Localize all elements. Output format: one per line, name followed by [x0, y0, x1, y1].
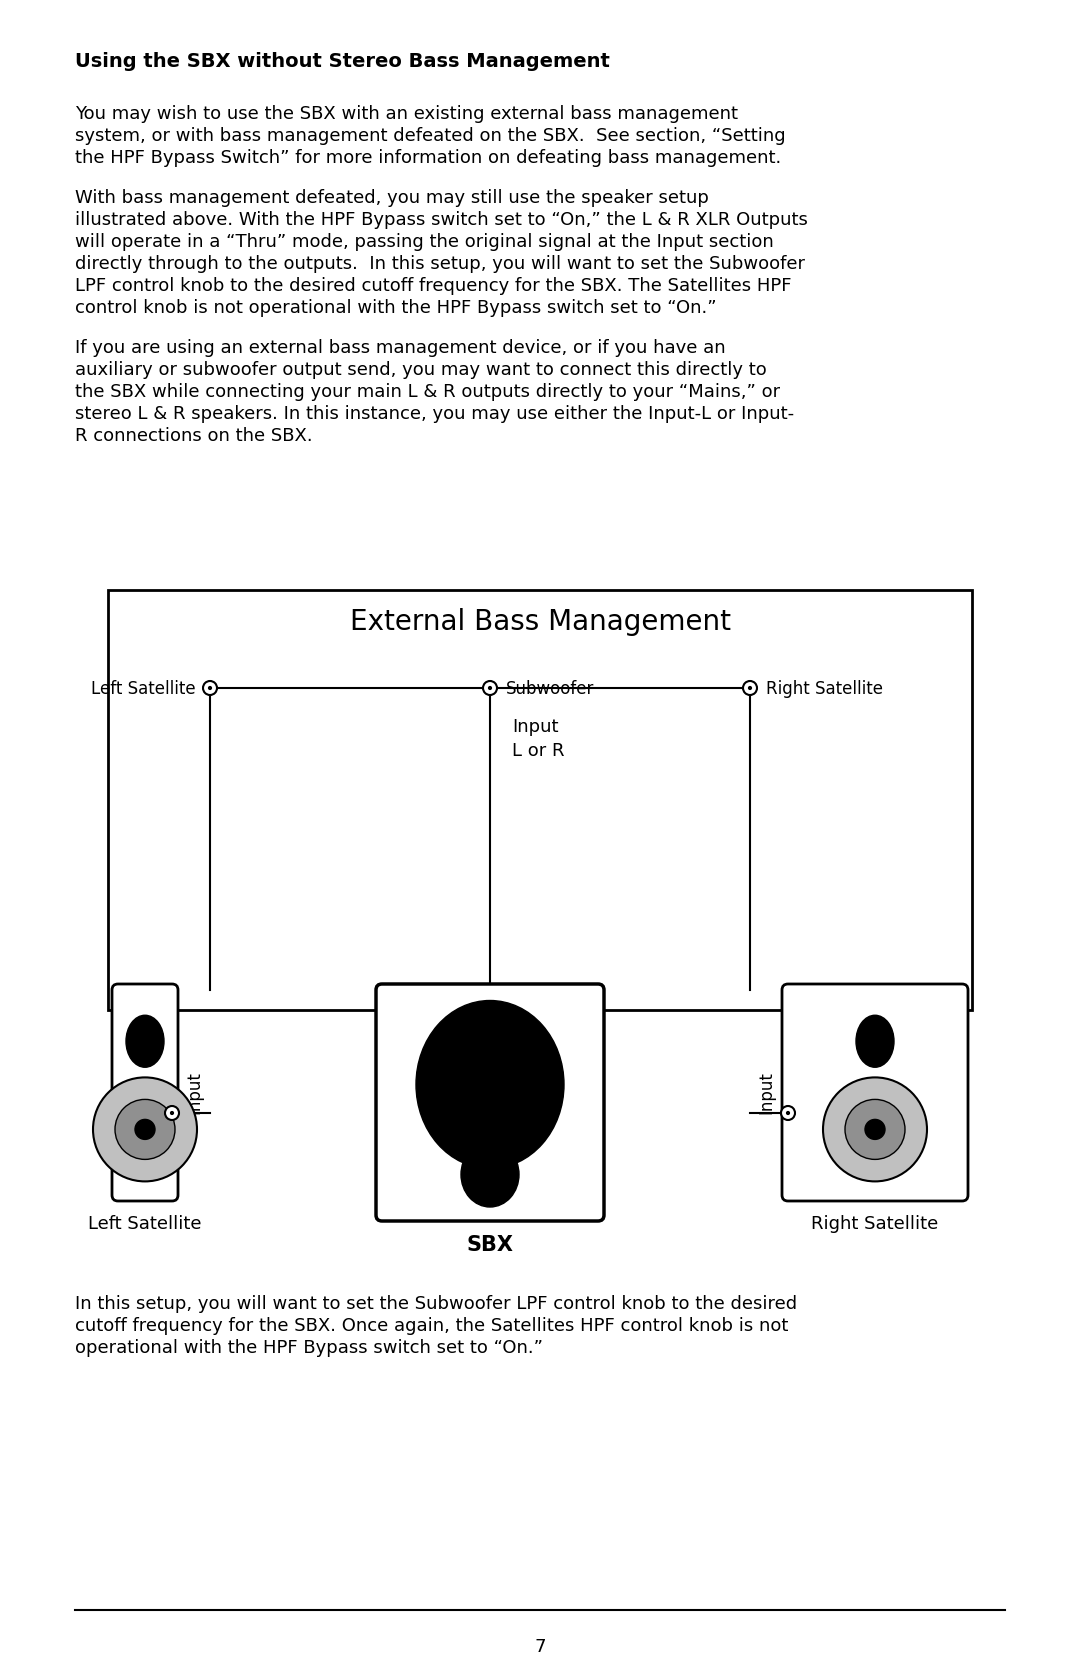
Circle shape — [114, 1100, 175, 1160]
Text: stereo L & R speakers. In this instance, you may use either the Input-L or Input: stereo L & R speakers. In this instance,… — [75, 406, 794, 422]
Text: With bass management defeated, you may still use the speaker setup: With bass management defeated, you may s… — [75, 189, 708, 207]
FancyBboxPatch shape — [376, 985, 604, 1222]
Text: External Bass Management: External Bass Management — [350, 608, 730, 636]
Text: system, or with bass management defeated on the SBX.  See section, “Setting: system, or with bass management defeated… — [75, 127, 785, 145]
Circle shape — [488, 686, 492, 689]
Circle shape — [135, 1120, 156, 1140]
Text: Left Satellite: Left Satellite — [92, 679, 195, 698]
Text: LPF control knob to the desired cutoff frequency for the SBX. The Satellites HPF: LPF control knob to the desired cutoff f… — [75, 277, 792, 295]
Text: Right Satellite: Right Satellite — [811, 1215, 939, 1233]
Text: Right Satellite: Right Satellite — [766, 679, 883, 698]
Circle shape — [483, 681, 497, 694]
Ellipse shape — [461, 1142, 519, 1207]
Bar — [108, 591, 972, 1010]
Text: operational with the HPF Bypass switch set to “On.”: operational with the HPF Bypass switch s… — [75, 1339, 543, 1357]
Circle shape — [823, 1078, 927, 1182]
FancyBboxPatch shape — [112, 985, 178, 1202]
Text: auxiliary or subwoofer output send, you may want to connect this directly to: auxiliary or subwoofer output send, you … — [75, 361, 767, 379]
Circle shape — [93, 1078, 197, 1182]
Ellipse shape — [416, 1000, 564, 1168]
Text: will operate in a “Thru” mode, passing the original signal at the Input section: will operate in a “Thru” mode, passing t… — [75, 234, 773, 250]
FancyBboxPatch shape — [782, 985, 968, 1202]
Text: R connections on the SBX.: R connections on the SBX. — [75, 427, 312, 446]
Circle shape — [865, 1120, 885, 1140]
Text: Input: Input — [185, 1071, 203, 1113]
Text: control knob is not operational with the HPF Bypass switch set to “On.”: control knob is not operational with the… — [75, 299, 717, 317]
Circle shape — [165, 1107, 179, 1120]
Ellipse shape — [126, 1015, 164, 1066]
Text: 7: 7 — [535, 1637, 545, 1656]
Circle shape — [781, 1107, 795, 1120]
Text: Input: Input — [757, 1071, 775, 1113]
Text: directly through to the outputs.  In this setup, you will want to set the Subwoo: directly through to the outputs. In this… — [75, 255, 805, 274]
Text: cutoff frequency for the SBX. Once again, the Satellites HPF control knob is not: cutoff frequency for the SBX. Once again… — [75, 1317, 788, 1335]
Text: SBX: SBX — [467, 1235, 513, 1255]
Text: In this setup, you will want to set the Subwoofer LPF control knob to the desire: In this setup, you will want to set the … — [75, 1295, 797, 1314]
Text: If you are using an external bass management device, or if you have an: If you are using an external bass manage… — [75, 339, 726, 357]
Circle shape — [786, 1112, 791, 1115]
Text: Input
L or R: Input L or R — [512, 718, 565, 759]
Text: illustrated above. With the HPF Bypass switch set to “On,” the L & R XLR Outputs: illustrated above. With the HPF Bypass s… — [75, 210, 808, 229]
Text: You may wish to use the SBX with an existing external bass management: You may wish to use the SBX with an exis… — [75, 105, 738, 124]
Ellipse shape — [856, 1015, 894, 1066]
Circle shape — [743, 681, 757, 694]
Text: the HPF Bypass Switch” for more information on defeating bass management.: the HPF Bypass Switch” for more informat… — [75, 149, 781, 167]
Circle shape — [170, 1112, 174, 1115]
Text: the SBX while connecting your main L & R outputs directly to your “Mains,” or: the SBX while connecting your main L & R… — [75, 382, 780, 401]
Text: Using the SBX without Stereo Bass Management: Using the SBX without Stereo Bass Manage… — [75, 52, 610, 72]
Text: Subwoofer: Subwoofer — [507, 679, 594, 698]
Text: Left Satellite: Left Satellite — [89, 1215, 202, 1233]
Circle shape — [747, 686, 752, 689]
Circle shape — [207, 686, 212, 689]
Circle shape — [203, 681, 217, 694]
Circle shape — [845, 1100, 905, 1160]
